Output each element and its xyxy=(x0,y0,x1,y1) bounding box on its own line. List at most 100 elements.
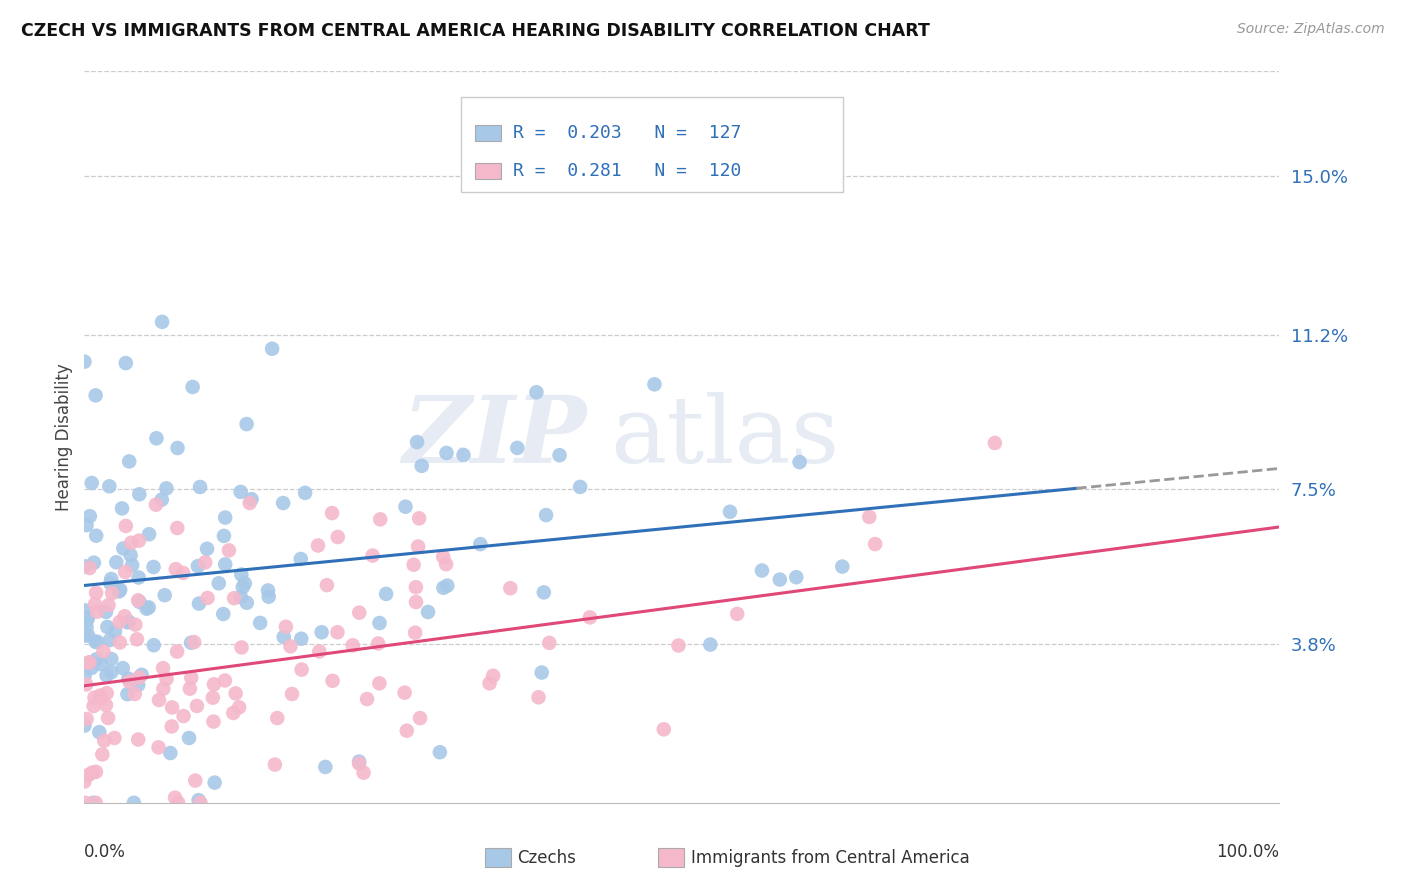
Point xyxy=(120,535,142,549)
Point xyxy=(76,712,98,726)
Point xyxy=(416,605,439,619)
Point xyxy=(858,510,880,524)
Point xyxy=(470,537,492,551)
Point xyxy=(124,687,146,701)
Point xyxy=(172,566,194,580)
Point xyxy=(482,669,505,683)
Point xyxy=(73,629,96,643)
Point xyxy=(166,521,188,535)
Point xyxy=(569,480,592,494)
Point xyxy=(188,480,211,494)
Point xyxy=(86,635,108,649)
Point xyxy=(307,539,329,553)
Point xyxy=(73,669,96,683)
Point xyxy=(751,564,773,578)
Point xyxy=(222,591,245,606)
Point xyxy=(668,639,690,653)
Point xyxy=(225,686,247,700)
Point xyxy=(79,561,101,575)
Point xyxy=(725,607,748,621)
Point xyxy=(104,624,127,639)
Point xyxy=(186,698,208,713)
Point xyxy=(93,644,115,658)
Point xyxy=(73,774,96,789)
FancyBboxPatch shape xyxy=(485,848,510,867)
Point xyxy=(281,687,304,701)
Point xyxy=(145,431,167,445)
Point xyxy=(831,559,853,574)
Point xyxy=(453,448,475,462)
Point xyxy=(131,668,153,682)
Point xyxy=(79,509,101,524)
Point xyxy=(98,479,121,493)
Point xyxy=(534,508,557,522)
Point xyxy=(100,652,122,666)
Point xyxy=(409,711,432,725)
Point xyxy=(652,723,675,737)
Point xyxy=(367,636,389,650)
Point xyxy=(432,549,454,564)
Point xyxy=(75,677,97,691)
Point xyxy=(96,668,118,682)
Point xyxy=(236,596,259,610)
Point xyxy=(212,529,235,543)
Point xyxy=(229,484,252,499)
FancyBboxPatch shape xyxy=(658,848,685,867)
Point xyxy=(165,562,187,576)
Point xyxy=(208,576,231,591)
Point xyxy=(114,609,136,624)
Point xyxy=(548,448,571,462)
Point xyxy=(222,706,245,720)
Point xyxy=(117,672,139,686)
Point xyxy=(84,796,107,810)
Point xyxy=(105,555,128,569)
Text: CZECH VS IMMIGRANTS FROM CENTRAL AMERICA HEARING DISABILITY CORRELATION CHART: CZECH VS IMMIGRANTS FROM CENTRAL AMERICA… xyxy=(21,22,929,40)
Point xyxy=(527,690,550,705)
Point xyxy=(231,567,253,582)
Point xyxy=(218,543,240,558)
FancyBboxPatch shape xyxy=(461,97,844,192)
Point xyxy=(194,556,217,570)
Point xyxy=(166,441,188,455)
Point xyxy=(150,315,173,329)
Point xyxy=(187,793,209,807)
Point xyxy=(125,632,148,647)
Point xyxy=(79,656,101,670)
Point xyxy=(128,670,150,684)
Point xyxy=(232,580,254,594)
Point xyxy=(155,672,177,686)
Point xyxy=(262,342,284,356)
Point xyxy=(166,644,188,658)
Point xyxy=(97,598,120,612)
Point xyxy=(405,595,427,609)
Point xyxy=(177,731,200,745)
Point xyxy=(90,690,112,705)
Point xyxy=(228,700,250,714)
Point xyxy=(402,558,425,572)
Point xyxy=(235,417,257,431)
Point xyxy=(76,613,98,627)
Point xyxy=(506,441,529,455)
Point xyxy=(411,458,433,473)
Point xyxy=(315,578,337,592)
Point xyxy=(75,796,97,810)
Point xyxy=(86,652,108,666)
Point xyxy=(643,377,665,392)
Point xyxy=(436,579,458,593)
Point xyxy=(83,556,105,570)
Text: R =  0.203   N =  127: R = 0.203 N = 127 xyxy=(513,124,742,142)
Point xyxy=(167,796,190,810)
Point xyxy=(368,676,391,690)
Point xyxy=(138,527,160,541)
Point xyxy=(84,635,107,649)
Point xyxy=(80,661,103,675)
Point xyxy=(84,529,107,543)
Point xyxy=(257,583,280,598)
Point xyxy=(90,657,112,672)
Point xyxy=(84,586,107,600)
Point xyxy=(434,557,457,571)
Point xyxy=(83,690,105,705)
Point xyxy=(150,492,173,507)
Point xyxy=(152,661,174,675)
Point xyxy=(326,625,349,640)
